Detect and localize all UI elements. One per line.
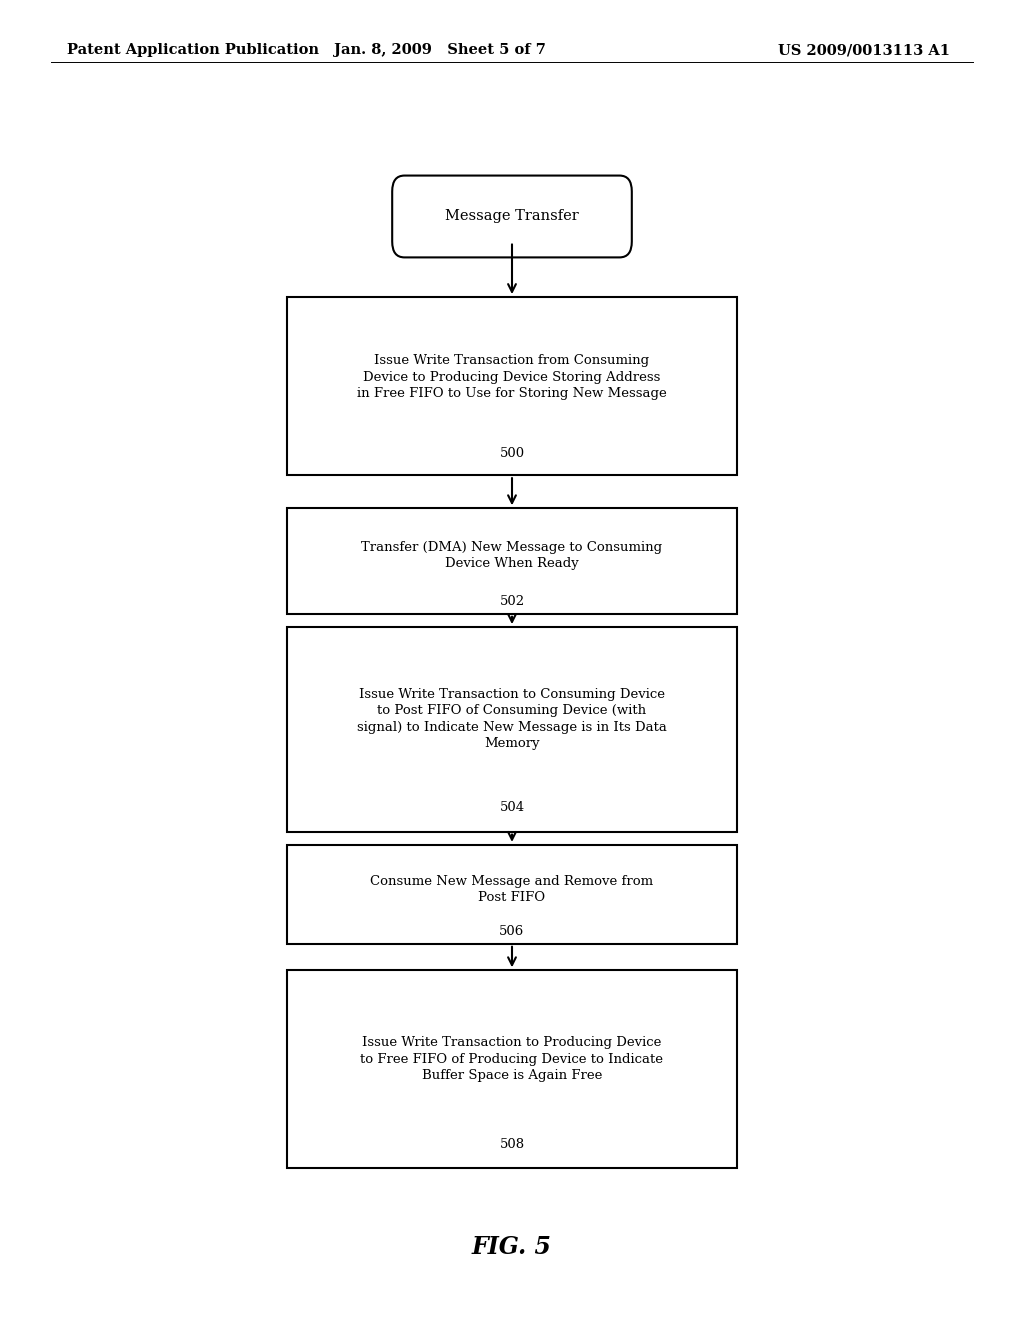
Bar bbox=[287, 508, 737, 614]
Text: Issue Write Transaction from Consuming
Device to Producing Device Storing Addres: Issue Write Transaction from Consuming D… bbox=[357, 354, 667, 400]
FancyBboxPatch shape bbox=[392, 176, 632, 257]
Text: Jan. 8, 2009   Sheet 5 of 7: Jan. 8, 2009 Sheet 5 of 7 bbox=[335, 44, 546, 57]
Bar bbox=[287, 845, 737, 944]
Text: 502: 502 bbox=[500, 594, 524, 607]
Text: Issue Write Transaction to Producing Device
to Free FIFO of Producing Device to : Issue Write Transaction to Producing Dev… bbox=[360, 1036, 664, 1082]
Text: Consume New Message and Remove from
Post FIFO: Consume New Message and Remove from Post… bbox=[371, 875, 653, 904]
Text: US 2009/0013113 A1: US 2009/0013113 A1 bbox=[778, 44, 950, 57]
Text: Issue Write Transaction to Consuming Device
to Post FIFO of Consuming Device (wi: Issue Write Transaction to Consuming Dev… bbox=[357, 688, 667, 750]
Text: 504: 504 bbox=[500, 800, 524, 813]
Text: FIG. 5: FIG. 5 bbox=[472, 1236, 552, 1259]
Text: 500: 500 bbox=[500, 447, 524, 461]
Bar bbox=[287, 297, 737, 475]
Text: Transfer (DMA) New Message to Consuming
Device When Ready: Transfer (DMA) New Message to Consuming … bbox=[361, 541, 663, 570]
Bar bbox=[287, 970, 737, 1168]
Bar bbox=[287, 627, 737, 832]
Text: Patent Application Publication: Patent Application Publication bbox=[67, 44, 318, 57]
Text: Message Transfer: Message Transfer bbox=[445, 210, 579, 223]
Text: 506: 506 bbox=[500, 925, 524, 939]
Text: 508: 508 bbox=[500, 1138, 524, 1151]
